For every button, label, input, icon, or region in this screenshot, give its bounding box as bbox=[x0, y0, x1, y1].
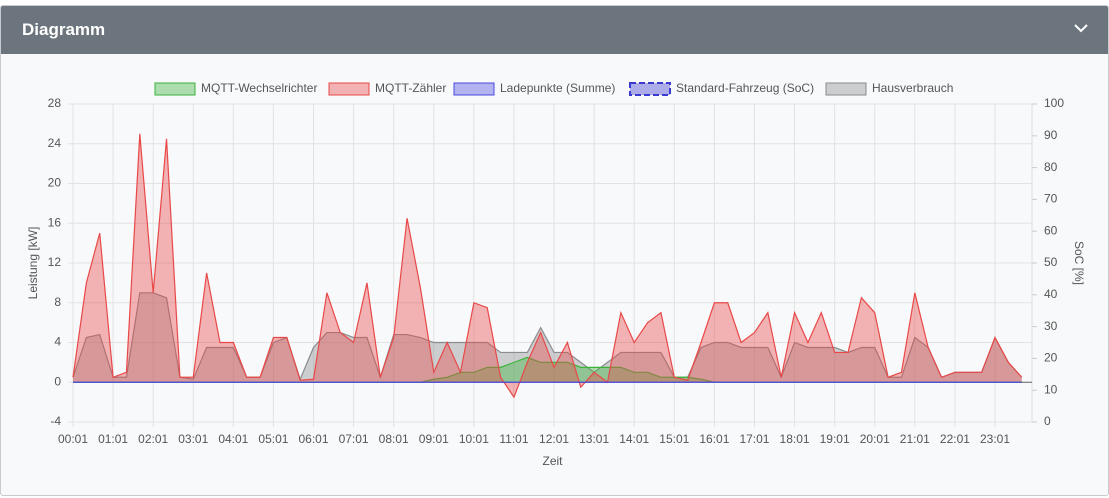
y2-tick-label: 80 bbox=[1044, 160, 1058, 174]
y-tick-label: 28 bbox=[48, 96, 62, 110]
y2-tick-label: 60 bbox=[1044, 223, 1058, 237]
legend-label: MQTT-Wechselrichter bbox=[201, 81, 317, 95]
x-tick-label: 12:01 bbox=[539, 432, 569, 446]
x-tick-label: 02:01 bbox=[138, 432, 168, 446]
series-line bbox=[72, 133, 1023, 399]
y2-axis-label: SoC [%] bbox=[1072, 241, 1086, 285]
x-tick-label: 04:01 bbox=[218, 432, 248, 446]
x-tick-label: 07:01 bbox=[339, 432, 369, 446]
series-area bbox=[73, 292, 1022, 383]
y2-tick-label: 30 bbox=[1044, 319, 1058, 333]
x-tick-label: 01:01 bbox=[98, 432, 128, 446]
x-tick-label: 23:01 bbox=[980, 432, 1010, 446]
y-axis-label: Leistung [kW] bbox=[26, 227, 40, 300]
y-tick-label: 0 bbox=[54, 374, 61, 388]
legend-label: Ladepunkte (Summe) bbox=[500, 81, 615, 95]
x-tick-label: 22:01 bbox=[940, 432, 970, 446]
legend-swatch bbox=[629, 82, 671, 96]
y-tick-label: -4 bbox=[50, 414, 61, 428]
series-area bbox=[73, 357, 1022, 383]
y2-tick-label: 40 bbox=[1044, 287, 1058, 301]
series-area bbox=[73, 133, 1022, 398]
x-tick-label: 13:01 bbox=[579, 432, 609, 446]
y-tick-label: 12 bbox=[48, 255, 62, 269]
y2-tick-label: 50 bbox=[1044, 255, 1058, 269]
series-line bbox=[72, 292, 1023, 381]
y2-tick-label: 20 bbox=[1044, 351, 1058, 365]
x-tick-label: 18:01 bbox=[780, 432, 810, 446]
y-tick-label: 8 bbox=[54, 295, 61, 309]
x-axis-label: Zeit bbox=[542, 454, 563, 468]
x-tick-label: 17:01 bbox=[739, 432, 769, 446]
legend-swatch bbox=[825, 82, 867, 96]
x-tick-label: 00:01 bbox=[58, 432, 88, 446]
y2-tick-label: 0 bbox=[1044, 414, 1051, 428]
y-tick-label: 20 bbox=[48, 176, 62, 190]
x-tick-label: 14:01 bbox=[619, 432, 649, 446]
legend-swatch bbox=[328, 82, 370, 96]
collapse-icon[interactable] bbox=[1074, 23, 1088, 33]
card-title: Diagramm bbox=[22, 20, 106, 39]
x-tick-label: 06:01 bbox=[299, 432, 329, 446]
y-tick-label: 24 bbox=[48, 136, 62, 150]
x-tick-label: 19:01 bbox=[820, 432, 850, 446]
x-tick-label: 03:01 bbox=[178, 432, 208, 446]
x-tick-label: 10:01 bbox=[459, 432, 489, 446]
x-tick-label: 20:01 bbox=[860, 432, 890, 446]
x-tick-label: 16:01 bbox=[699, 432, 729, 446]
legend-label: MQTT-Zähler bbox=[375, 81, 446, 95]
y2-tick-label: 100 bbox=[1044, 96, 1064, 110]
legend-label: Hausverbrauch bbox=[872, 81, 953, 95]
x-tick-label: 08:01 bbox=[379, 432, 409, 446]
y2-tick-label: 70 bbox=[1044, 192, 1058, 206]
x-tick-label: 15:01 bbox=[659, 432, 689, 446]
legend-swatch bbox=[453, 82, 495, 96]
x-tick-label: 11:01 bbox=[499, 432, 528, 446]
card-header[interactable]: Diagramm bbox=[1, 6, 1108, 54]
x-tick-label: 21:01 bbox=[900, 432, 930, 446]
y-tick-label: 4 bbox=[54, 335, 61, 349]
y2-tick-label: 90 bbox=[1044, 128, 1058, 142]
y-tick-label: 16 bbox=[48, 215, 62, 229]
x-tick-label: 09:01 bbox=[419, 432, 449, 446]
x-tick-label: 05:01 bbox=[258, 432, 288, 446]
y2-tick-label: 10 bbox=[1044, 382, 1058, 396]
legend-label: Standard-Fahrzeug (SoC) bbox=[676, 81, 814, 95]
legend-swatch bbox=[154, 82, 196, 96]
